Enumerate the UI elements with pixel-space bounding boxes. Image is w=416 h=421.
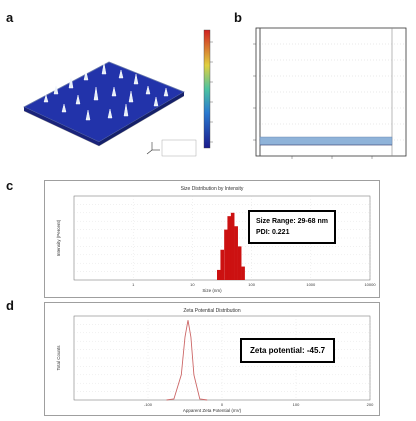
zeta-annotation: Zeta potential: -45.7 bbox=[240, 338, 336, 363]
size-range-annotation: Size Range: 29-68 nm PDI: 0.221 bbox=[248, 210, 336, 244]
chart-d-ylabel: Total Counts bbox=[56, 345, 61, 371]
panel-d-label: d bbox=[6, 298, 14, 313]
x-tick-label: 100 bbox=[248, 282, 255, 287]
size-bar bbox=[220, 249, 225, 280]
x-tick-label: 1 bbox=[132, 282, 135, 287]
surface-axis-ticks bbox=[23, 95, 185, 147]
height-colorbar bbox=[203, 29, 211, 149]
surface-particles bbox=[43, 62, 169, 121]
profile-band bbox=[259, 136, 393, 146]
x-tick-label: 100 bbox=[293, 402, 300, 407]
chart-c-title: Size Distribution by Intensity bbox=[181, 186, 244, 192]
x-tick-label: -100 bbox=[144, 402, 153, 407]
x-tick-label: 0 bbox=[221, 402, 224, 407]
x-tick-label: 1000 bbox=[306, 282, 316, 287]
size-bar bbox=[227, 216, 232, 280]
x-tick-label: 200 bbox=[367, 402, 374, 407]
chart-c-ylabel: Intensity (Percent) bbox=[56, 219, 61, 256]
size-range-text: Size Range: 29-68 nm bbox=[256, 218, 328, 225]
afm-surface-plot bbox=[23, 29, 213, 157]
x-tick-label: 10000 bbox=[364, 282, 376, 287]
size-bar bbox=[230, 212, 235, 280]
size-bar bbox=[237, 246, 242, 280]
panel-a-label: a bbox=[6, 10, 14, 25]
panel-c-label: c bbox=[6, 178, 14, 193]
pdi-text: PDI: 0.221 bbox=[256, 229, 290, 236]
zeta-text: Zeta potential: -45.7 bbox=[250, 346, 326, 355]
x-tick-label: 10 bbox=[190, 282, 195, 287]
zeta-distribution-line bbox=[166, 320, 208, 401]
size-bar bbox=[234, 226, 238, 280]
size-bar bbox=[224, 229, 228, 280]
chart-c-xlabel: Size (nm) bbox=[202, 288, 222, 293]
chart-d-title: Zeta Potential Distribution bbox=[183, 308, 240, 314]
axes-orientation-icon bbox=[146, 142, 160, 155]
scan-info-box bbox=[161, 139, 197, 157]
size-bar bbox=[217, 269, 221, 280]
panel-b-label: b bbox=[234, 10, 242, 25]
chart-d-xlabel: Apparent Zeta Potential (mV) bbox=[183, 408, 242, 413]
size-bar bbox=[241, 266, 245, 280]
height-profile-plot bbox=[253, 27, 407, 159]
